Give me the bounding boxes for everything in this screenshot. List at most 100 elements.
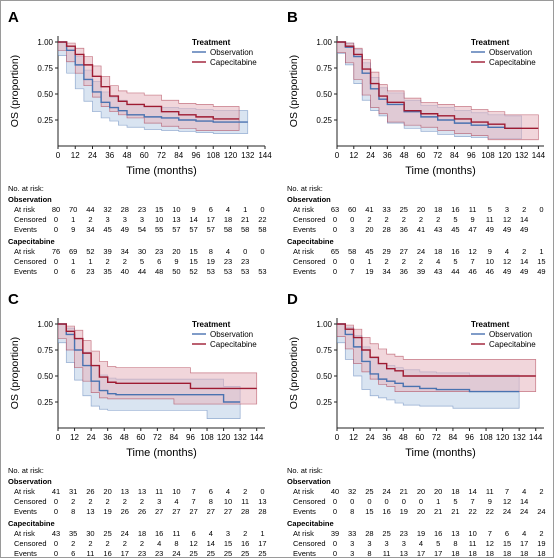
risk-cell: 3 xyxy=(402,539,406,548)
risk-cell: 52 xyxy=(86,247,94,256)
y-tick-label: 0.75 xyxy=(316,346,332,355)
x-tick-label: 0 xyxy=(335,151,340,160)
risk-cell: 24 xyxy=(121,529,129,538)
risk-cell: 16 xyxy=(155,529,163,538)
y-axis-label: OS (proportion) xyxy=(9,337,21,409)
risk-cell: 39 xyxy=(331,529,339,538)
risk-cell: 26 xyxy=(121,507,129,516)
risk-cell: 9 xyxy=(71,225,75,234)
risk-cell: 6 xyxy=(157,257,161,266)
risk-cell: 13 xyxy=(172,215,180,224)
risk-cell: 0 xyxy=(54,215,58,224)
risk-cell: 15 xyxy=(189,257,197,266)
risk-cell: 40 xyxy=(331,487,339,496)
risk-cell: 0 xyxy=(385,497,389,506)
x-axis-label: Time (months) xyxy=(126,447,197,459)
risk-cell: 1 xyxy=(260,529,264,538)
x-tick-label: 72 xyxy=(433,151,442,160)
risk-cell: 27 xyxy=(172,507,180,516)
risk-cell: 19 xyxy=(537,539,545,548)
risk-cell: 8 xyxy=(367,549,371,558)
risk-cell: 35 xyxy=(69,529,77,538)
risk-cell: 10 xyxy=(155,215,163,224)
risk-cell: 9 xyxy=(192,205,196,214)
risk-cell: 22 xyxy=(486,507,494,516)
risk-cell: 0 xyxy=(350,257,354,266)
risk-cell: 5 xyxy=(140,257,144,266)
risk-cell: 24 xyxy=(537,507,545,516)
risk-cell: 53 xyxy=(258,267,266,276)
panel-letter: B xyxy=(287,9,298,26)
risk-row-label: Censored xyxy=(14,497,47,506)
risk-row-label: Censored xyxy=(14,257,47,266)
risk-cell: 43 xyxy=(434,225,442,234)
risk-cell: 2 xyxy=(71,497,75,506)
risk-cell: 46 xyxy=(468,267,476,276)
risk-cell: 0 xyxy=(260,487,264,496)
risk-cell: 12 xyxy=(503,497,511,506)
risk-group-title: Capecitabine xyxy=(287,237,334,246)
risk-cell: 20 xyxy=(417,205,425,214)
legend-label-capecitabine: Capecitabine xyxy=(489,340,536,349)
km-curve-observation xyxy=(58,323,241,403)
risk-cell: 49 xyxy=(537,267,545,276)
y-tick-label: 0.25 xyxy=(316,398,332,407)
x-tick-label: 108 xyxy=(479,433,493,442)
risk-cell: 49 xyxy=(121,225,129,234)
risk-cell: 2 xyxy=(385,257,389,266)
y-axis-label: OS (proportion) xyxy=(9,55,21,127)
km-curve-observation xyxy=(337,323,520,393)
risk-cell: 12 xyxy=(189,539,197,548)
risk-cell: 0 xyxy=(402,497,406,506)
risk-cell: 14 xyxy=(468,487,476,496)
risk-cell: 6 xyxy=(71,267,75,276)
risk-cell: 50 xyxy=(172,267,180,276)
risk-cell: 3 xyxy=(350,549,354,558)
risk-cell: 9 xyxy=(174,257,178,266)
risk-cell: 21 xyxy=(400,487,408,496)
risk-cell: 23 xyxy=(155,247,163,256)
risk-cell: 0 xyxy=(260,247,264,256)
x-tick-label: 24 xyxy=(88,151,97,160)
risk-cell: 1 xyxy=(243,205,247,214)
risk-cell: 22 xyxy=(468,507,476,516)
risk-cell: 1 xyxy=(367,257,371,266)
risk-cell: 10 xyxy=(468,529,476,538)
risk-cell: 3 xyxy=(106,215,110,224)
risk-cell: 21 xyxy=(434,507,442,516)
risk-cell: 21 xyxy=(451,507,459,516)
risk-cell: 17 xyxy=(207,215,215,224)
risk-cell: 2 xyxy=(522,247,526,256)
x-tick-label: 144 xyxy=(250,433,264,442)
panel-letter: C xyxy=(8,291,19,308)
plot-area xyxy=(58,323,258,419)
risk-cell: 41 xyxy=(365,205,373,214)
risk-cell: 27 xyxy=(224,507,232,516)
risk-cell: 4 xyxy=(226,205,230,214)
risk-cell: 49 xyxy=(503,267,511,276)
risk-cell: 11 xyxy=(155,487,163,496)
risk-cell: 7 xyxy=(192,497,196,506)
x-tick-label: 48 xyxy=(123,151,132,160)
risk-row-label: At risk xyxy=(14,205,35,214)
risk-cell: 1 xyxy=(71,215,75,224)
risk-cell: 0 xyxy=(419,497,423,506)
x-tick-label: 144 xyxy=(532,151,546,160)
risk-cell: 33 xyxy=(382,205,390,214)
risk-group-title: Observation xyxy=(287,195,331,204)
risk-cell: 23 xyxy=(400,529,408,538)
risk-cell: 23 xyxy=(86,267,94,276)
x-tick-label: 120 xyxy=(217,433,231,442)
risk-cell: 0 xyxy=(54,225,58,234)
risk-cell: 0 xyxy=(54,257,58,266)
risk-row-label: At risk xyxy=(293,247,314,256)
risk-cell: 33 xyxy=(348,529,356,538)
x-tick-label: 144 xyxy=(529,433,543,442)
risk-cell: 29 xyxy=(382,247,390,256)
x-tick-label: 12 xyxy=(70,433,79,442)
risk-cell: 13 xyxy=(400,549,408,558)
risk-cell: 39 xyxy=(417,267,425,276)
risk-cell: 44 xyxy=(138,267,146,276)
risk-cell: 53 xyxy=(224,267,232,276)
